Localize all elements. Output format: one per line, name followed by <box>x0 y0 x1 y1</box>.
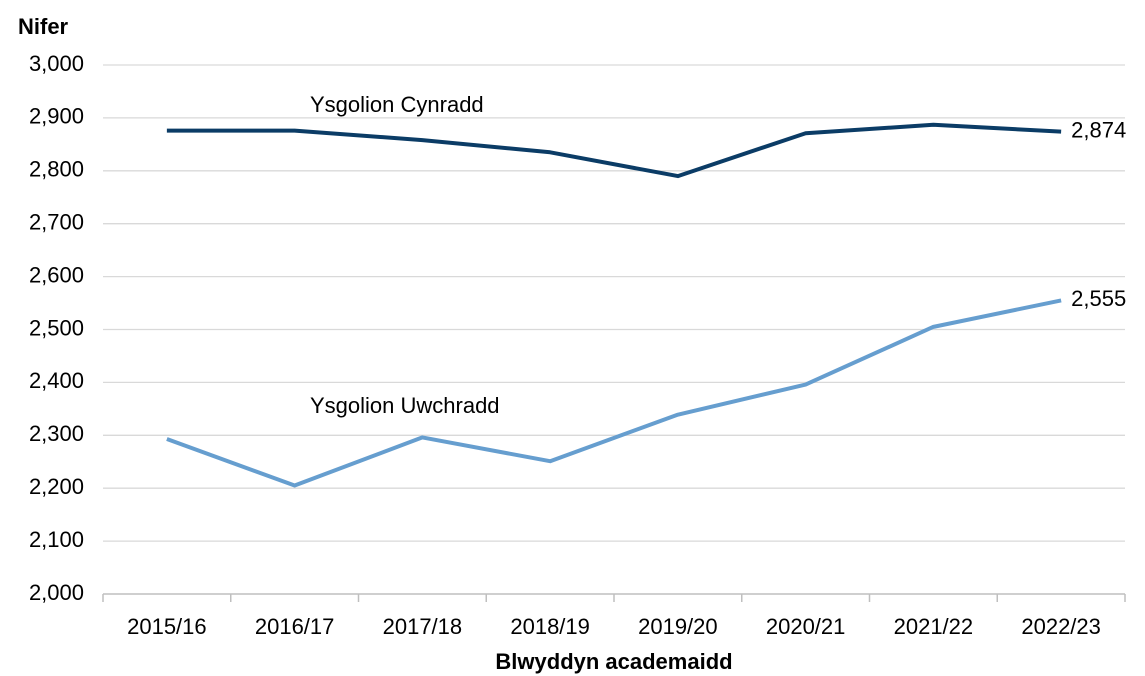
y-tick-label: 3,000 <box>29 51 84 76</box>
x-axis-title: Blwyddyn academaidd <box>495 649 732 674</box>
x-tick-label: 2022/23 <box>1021 614 1101 639</box>
x-tick-label: 2020/21 <box>766 614 846 639</box>
y-tick-label: 2,800 <box>29 157 84 182</box>
y-tick-label: 2,400 <box>29 368 84 393</box>
y-tick-label: 2,500 <box>29 315 84 340</box>
value-label: 2,874 <box>1071 117 1126 142</box>
y-tick-label: 2,200 <box>29 474 84 499</box>
y-tick-label: 2,600 <box>29 262 84 287</box>
x-tick-label: 2021/22 <box>894 614 974 639</box>
value-label: 2,555 <box>1071 286 1126 311</box>
x-tick-label: 2015/16 <box>127 614 207 639</box>
series-line <box>166 122 1062 179</box>
series-label: Ysgolion Cynradd <box>310 92 484 117</box>
x-tick-label: 2019/20 <box>638 614 718 639</box>
x-tick-label: 2017/18 <box>383 614 463 639</box>
y-tick-label: 2,900 <box>29 104 84 129</box>
y-tick-label: 2,000 <box>29 580 84 605</box>
series-line <box>166 298 1062 488</box>
x-tick-label: 2018/19 <box>510 614 590 639</box>
y-tick-label: 2,300 <box>29 421 84 446</box>
x-tick-label: 2016/17 <box>255 614 335 639</box>
y-tick-label: 2,100 <box>29 527 84 552</box>
series-label: Ysgolion Uwchradd <box>310 393 500 418</box>
y-axis-title: Nifer <box>18 14 69 39</box>
y-tick-label: 2,700 <box>29 210 84 235</box>
